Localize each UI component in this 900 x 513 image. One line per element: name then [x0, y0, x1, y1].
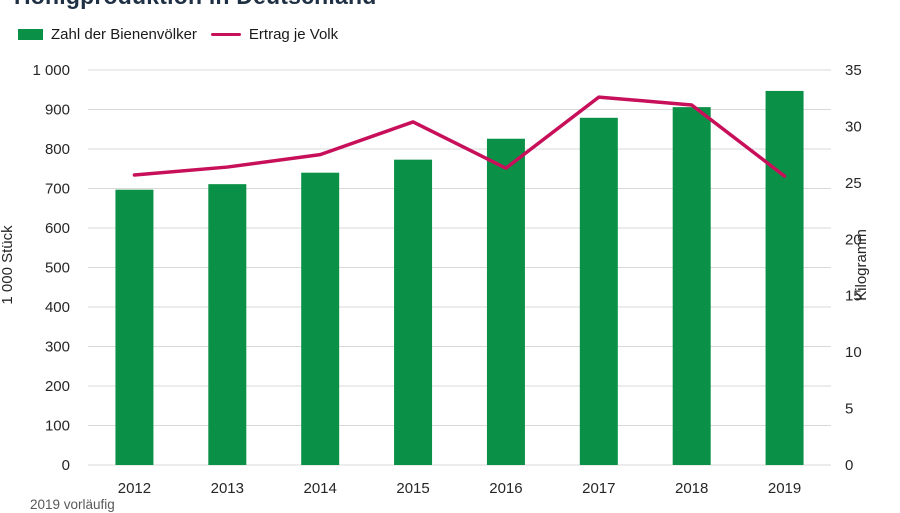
bar-2014 [301, 172, 340, 465]
right-axis-tick-label: 15 [845, 288, 862, 305]
bar-2017 [579, 117, 618, 466]
chart-title: Honigproduktion in Deutschland [14, 0, 376, 8]
x-axis-tick-label: 2015 [396, 480, 429, 497]
left-axis-tick-label: 300 [45, 339, 70, 356]
bar-2019 [765, 90, 804, 465]
x-axis-tick-label: 2014 [304, 480, 337, 497]
x-axis-tick-label: 2019 [768, 480, 801, 497]
legend-item-bienenvoelker: Zahl der Bienenvölker [18, 26, 197, 43]
x-axis-tick-label: 2017 [582, 480, 615, 497]
left-axis-tick-label: 600 [45, 220, 70, 237]
bar-layer [115, 90, 804, 466]
bar-2012 [115, 189, 154, 465]
left-axis-tick-label: 800 [45, 141, 70, 158]
bar-2016 [486, 138, 525, 466]
right-axis-tick-label: 0 [845, 457, 853, 474]
bar-2013 [208, 184, 247, 465]
right-axis-tick-label: 20 [845, 231, 862, 248]
bar-2018 [672, 107, 711, 465]
footnote: 2019 vorläufig [30, 497, 115, 512]
x-axis-tick-label: 2018 [675, 480, 708, 497]
legend-label-bienenvoelker: Zahl der Bienenvölker [51, 26, 197, 43]
grid-layer [88, 69, 831, 466]
left-axis-tick-label: 100 [45, 418, 70, 435]
right-axis-tick-label: 35 [845, 62, 862, 79]
right-axis-tick-label: 10 [845, 344, 862, 361]
right-axis-title: Kilogramm [853, 229, 870, 301]
right-axis-tick-label: 5 [845, 401, 853, 418]
line-series-ertrag [132, 95, 787, 178]
right-axis-tick-label: 25 [845, 175, 862, 192]
left-axis-tick-label: 1 000 [32, 62, 70, 79]
left-axis-tick-label: 0 [62, 457, 70, 474]
left-axis-tick-label: 200 [45, 378, 70, 395]
x-axis-tick-label: 2012 [118, 480, 151, 497]
legend-item-ertrag: Ertrag je Volk [210, 26, 339, 43]
chart-legend: Zahl der Bienenvölker Ertrag je Volk [18, 26, 338, 43]
line-layer [132, 95, 787, 178]
line-series-swatch [210, 32, 241, 37]
legend-label-ertrag: Ertrag je Volk [248, 26, 339, 43]
x-axis-tick-label: 2013 [211, 480, 244, 497]
left-axis-title: 1 000 Stück [0, 225, 16, 305]
left-axis-tick-label: 400 [45, 299, 70, 316]
tick-layer: 0 100 200 300 400 500 600 700 800 900 1 000 0 5 10 15 2… [32, 62, 861, 497]
right-axis-tick-label: 30 [845, 118, 862, 135]
bar-series-swatch [18, 29, 43, 40]
bar-2015 [394, 159, 433, 466]
left-axis-tick-label: 900 [45, 102, 70, 119]
left-axis-tick-label: 500 [45, 260, 70, 277]
left-axis-tick-label: 700 [45, 181, 70, 198]
x-axis-tick-label: 2016 [489, 480, 522, 497]
